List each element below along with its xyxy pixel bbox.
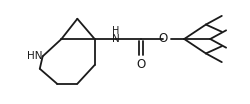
Text: H: H xyxy=(112,26,120,36)
Text: HN: HN xyxy=(27,51,42,61)
Text: O: O xyxy=(158,32,168,45)
Text: O: O xyxy=(136,58,145,71)
Text: N: N xyxy=(112,34,120,44)
